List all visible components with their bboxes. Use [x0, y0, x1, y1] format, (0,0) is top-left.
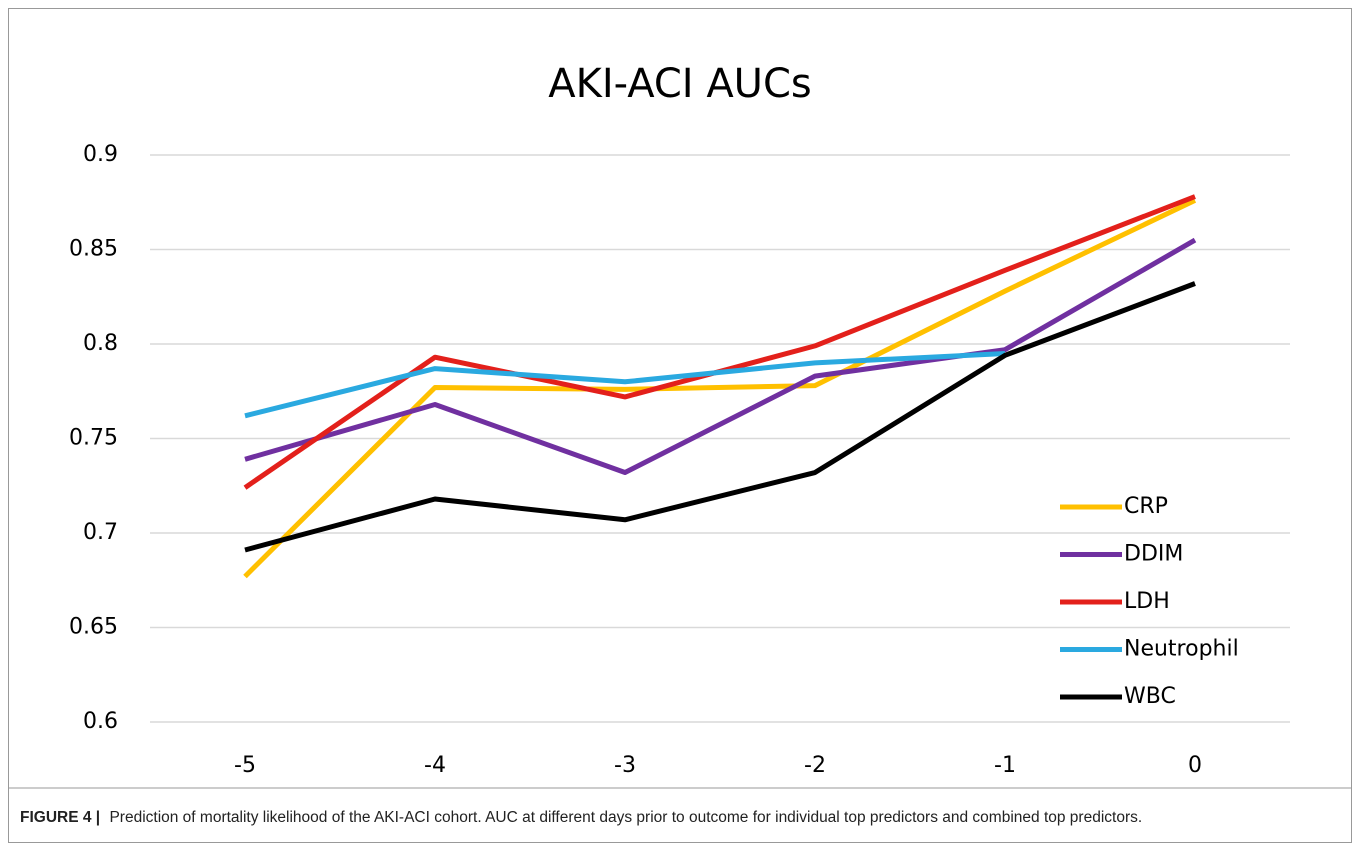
legend-label: CRP: [1124, 494, 1168, 519]
y-tick-label: 0.8: [83, 331, 118, 356]
series-line: [244, 350, 1006, 419]
legend-label: WBC: [1124, 684, 1176, 709]
legend-label: Neutrophil: [1124, 637, 1239, 662]
caption: FIGURE 4 | Prediction of mortality likel…: [20, 809, 1142, 826]
series-line: [244, 281, 1196, 553]
x-tick-label: -4: [424, 753, 446, 778]
x-tick-label: -3: [614, 753, 636, 778]
y-tick-label: 0.9: [83, 142, 118, 167]
figure-frame: [8, 8, 1352, 843]
caption-text: Prediction of mortality likelihood of th…: [109, 809, 1142, 826]
series-line: [243, 198, 1197, 579]
y-tick-label: 0.65: [69, 615, 118, 640]
x-tick-label: -5: [234, 753, 256, 778]
y-tick-label: 0.75: [69, 426, 118, 451]
series-line: [244, 237, 1197, 476]
caption-label: FIGURE 4 |: [20, 809, 100, 826]
x-tick-label: -1: [994, 753, 1016, 778]
y-tick-label: 0.7: [83, 520, 118, 545]
y-tick-label: 0.6: [83, 709, 118, 734]
x-tick-label: -2: [804, 753, 826, 778]
chart-title: AKI-ACI AUCs: [548, 61, 811, 107]
legend-label: DDIM: [1124, 542, 1183, 567]
y-tick-label: 0.85: [69, 237, 118, 262]
x-tick-label: 0: [1188, 753, 1202, 778]
legend-label: LDH: [1124, 589, 1170, 614]
